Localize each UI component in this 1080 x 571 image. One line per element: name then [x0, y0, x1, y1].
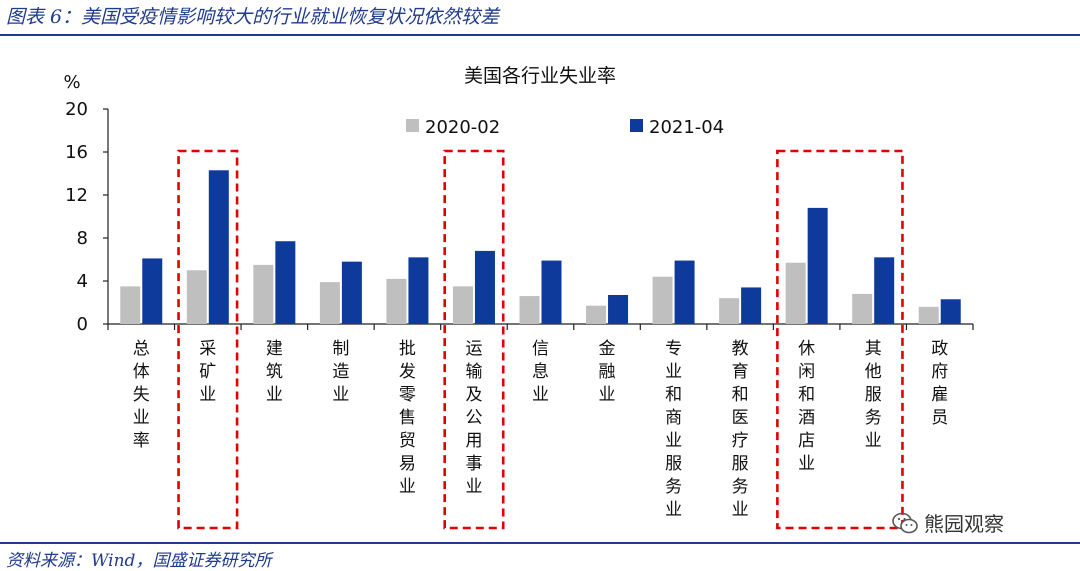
bar-2021-04-10	[807, 207, 828, 324]
bar-2021-04-7	[608, 294, 629, 324]
bar-2021-04-6	[541, 260, 562, 324]
bar-2020-02-2	[253, 264, 274, 324]
x-category-label: 采矿业	[199, 339, 216, 405]
source-note: 资料来源：Wind，国盛证券研究所	[6, 551, 272, 571]
bar-2020-02-7	[586, 305, 607, 324]
bar-2021-04-11	[874, 257, 895, 324]
bar-2020-02-12	[918, 306, 939, 324]
y-tick-label: 8	[77, 228, 88, 249]
bottom-divider	[0, 542, 1080, 544]
bar-2020-02-3	[319, 282, 340, 324]
y-tick-label: 20	[65, 99, 88, 120]
x-category-label: 信息业	[532, 339, 549, 405]
x-category-label: 运输及公用事业	[465, 339, 482, 497]
bar-2021-04-2	[275, 241, 296, 324]
legend-label-2020-02: 2020-02	[425, 117, 500, 138]
highlight-box-1	[443, 149, 505, 530]
highlight-box-0	[177, 149, 239, 530]
x-category-label: 教育和医疗服务业	[732, 339, 749, 520]
bar-2020-02-11	[852, 293, 873, 324]
bar-2021-04-12	[940, 299, 961, 324]
x-category-label: 其他服务业	[865, 339, 882, 451]
bar-2021-04-9	[741, 287, 762, 324]
legend-swatch-2021-04	[630, 119, 643, 132]
bar-2020-02-10	[785, 262, 806, 324]
watermark-label: 熊园观察	[924, 512, 1004, 536]
x-category-label: 金融业	[599, 339, 616, 405]
top-divider	[0, 34, 1080, 36]
x-category-label: 批发零售贸易业	[399, 339, 416, 497]
x-category-label: 总体失业率	[133, 339, 150, 451]
y-axis-unit: %	[63, 72, 80, 93]
y-tick-label: 16	[65, 142, 88, 163]
bar-2020-02-0	[120, 286, 141, 324]
bar-2021-04-8	[674, 260, 695, 324]
bar-2020-02-8	[652, 276, 673, 324]
figure-caption: 图表 6：美国受疫情影响较大的行业就业恢复状况依然较差	[6, 6, 500, 28]
bar-2021-04-4	[408, 257, 429, 324]
legend-label-2021-04: 2021-04	[649, 117, 724, 138]
y-tick-label: 4	[77, 271, 88, 292]
x-category-label: 政府雇员	[931, 339, 948, 428]
bar-2020-02-9	[719, 298, 740, 324]
bar-2020-02-6	[519, 296, 540, 324]
legend-swatch-2020-02	[406, 119, 419, 132]
highlight-box-2	[776, 149, 904, 530]
bar-2020-02-4	[386, 278, 407, 324]
bar-2021-04-0	[142, 258, 163, 324]
x-category-label: 建筑业	[266, 339, 283, 405]
y-tick-label: 0	[77, 314, 88, 335]
x-category-label: 休闲和酒店业	[798, 339, 815, 474]
y-tick-label: 12	[65, 185, 88, 206]
bar-2021-04-1	[208, 170, 229, 324]
x-category-label: 制造业	[332, 339, 349, 405]
chart-title: 美国各行业失业率	[464, 65, 616, 87]
watermark: 熊园观察	[892, 508, 1004, 537]
x-category-label: 专业和商业服务业	[665, 339, 682, 520]
bar-2020-02-5	[452, 286, 473, 324]
bar-2021-04-3	[341, 261, 362, 324]
bar-2021-04-5	[474, 250, 495, 324]
wechat-icon	[892, 512, 918, 533]
bar-2020-02-1	[186, 270, 207, 324]
bar-chart: 美国各行业失业率% 0 4 8 12 16 20 总体失业率 采矿业 建筑业 制造业 批发零售贸易业 运…	[63, 65, 974, 530]
